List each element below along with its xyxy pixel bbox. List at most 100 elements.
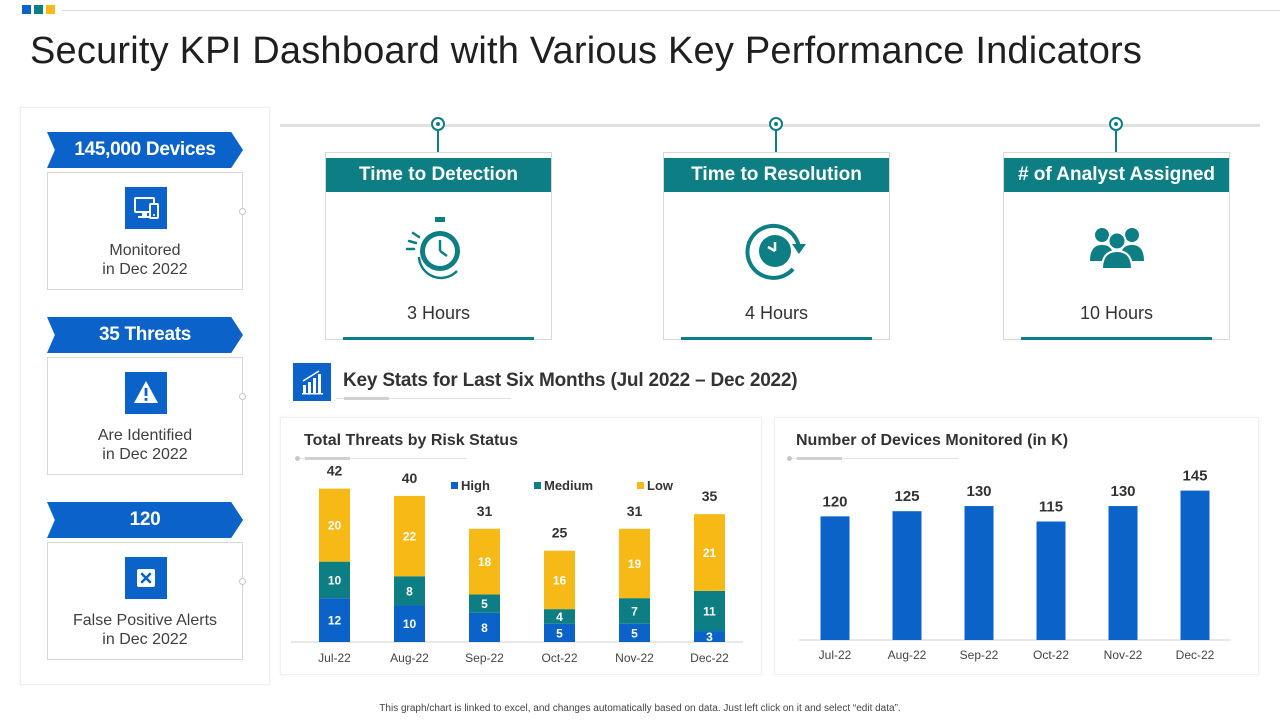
key-stats-underline (336, 397, 511, 400)
kpi-label: Monitored in Dec 2022 (48, 241, 242, 279)
bar-total-label: 35 (702, 488, 718, 504)
chart-title-underline (787, 456, 959, 461)
threats-chart-panel: Total Threats by Risk Status High Medium L… (280, 417, 762, 675)
kpi-banner: 120 (47, 502, 243, 538)
bar-segment-label: 20 (328, 519, 342, 533)
bar-segment-label: 8 (481, 621, 488, 635)
bar-value-label: 115 (1039, 499, 1063, 516)
bar-segment-label: 22 (403, 530, 417, 544)
kpi-label-line2: in Dec 2022 (102, 261, 188, 278)
bar-segment-medium (544, 609, 575, 624)
bar-segment-high (394, 605, 425, 642)
bar-segment-high (319, 598, 350, 642)
legend-label-low: Low (647, 478, 674, 493)
bar-segment-low (694, 514, 725, 591)
bar-segment-medium (694, 590, 725, 632)
key-stats-title: Key Stats for Last Six Months (Jul 2022 … (343, 370, 798, 391)
kpi-label: Are Identified in Dec 2022 (48, 426, 242, 464)
corner-square-teal (34, 5, 43, 14)
kpi-box: Are Identified in Dec 2022 (47, 357, 246, 475)
left-kpi-panel: 145,000 Devices Monitored in Dec 2022 35 (20, 107, 270, 685)
bar-segment-medium (394, 576, 425, 606)
legend-label-medium: Medium (544, 478, 593, 493)
bar-chart-icon (293, 363, 331, 401)
legend-label-high: High (461, 478, 490, 493)
timeline-pin (769, 117, 783, 131)
kpi-label-line2: in Dec 2022 (102, 446, 188, 463)
bar (820, 516, 850, 640)
bar (964, 506, 994, 640)
x-tick-label: Oct-22 (541, 651, 577, 665)
kpi-banner: 145,000 Devices (47, 132, 243, 168)
corner-square-blue (22, 5, 31, 14)
connector-dot (239, 578, 246, 585)
x-tick-label: Sep-22 (465, 651, 504, 665)
bar-value-label: 130 (966, 483, 991, 500)
bar-segment-label: 4 (556, 610, 563, 624)
timeline-pin-stem (775, 131, 777, 155)
x-tick-label: Aug-22 (888, 648, 927, 662)
x-tick-label: Dec-22 (690, 651, 729, 665)
bar-segment-medium (319, 561, 350, 599)
bar (1180, 490, 1210, 640)
bar (1036, 521, 1066, 640)
bar-value-label: 130 (1110, 483, 1135, 500)
bar-segment-medium (619, 598, 650, 624)
bar-segment-label: 16 (553, 573, 567, 587)
timeline-pin-stem (1115, 131, 1117, 155)
bar-segment-label: 5 (481, 597, 488, 611)
footnote: This graph/chart is linked to excel, and… (379, 703, 901, 714)
bar-segment-high (469, 612, 500, 642)
x-tick-label: Nov-22 (615, 651, 654, 665)
kpi-banner: 35 Threats (47, 317, 243, 353)
x-tick-label: Oct-22 (1033, 648, 1069, 662)
timeline-pin (1109, 117, 1123, 131)
clock-refresh-icon (737, 211, 817, 291)
kpi-label-line2: in Dec 2022 (102, 631, 188, 648)
x-tick-label: Sep-22 (960, 648, 999, 662)
card-accent-bar (1021, 337, 1212, 340)
bar-segment-label: 10 (328, 573, 342, 587)
bar-segment-label: 21 (703, 546, 717, 560)
bar-total-label: 31 (627, 503, 643, 519)
card-analyst-assigned: # of Analyst Assigned 10 Hours (1003, 152, 1230, 340)
legend-swatch-medium (534, 482, 541, 489)
card-time-to-resolution: Time to Resolution 4 Hours (663, 152, 890, 340)
monitor-devices-icon (125, 187, 167, 229)
top-divider (62, 10, 1280, 11)
bar-segment-label: 5 (631, 626, 638, 640)
bar-segment-low (319, 488, 350, 562)
card-title: Time to Resolution (664, 158, 889, 192)
card-accent-bar (681, 337, 872, 340)
x-tick-label: Jul-22 (318, 651, 351, 665)
bar-segment-label: 12 (328, 614, 342, 628)
warning-icon (125, 372, 167, 414)
corner-squares (22, 5, 55, 14)
devices-bar-chart: 120 Jul-22 125 Aug-22 130 Sep-22 115 Oct-22 130 N… (799, 468, 1231, 662)
bar-segment-label: 19 (628, 557, 642, 571)
threats-stacked-bar-chart: High Medium Low 12 10 20 42 Jul-22 10 8 22 40 Aug-22… (291, 463, 743, 665)
bar-segment-label: 18 (478, 555, 492, 569)
bar-total-label: 42 (327, 463, 343, 479)
bar-segment-label: 7 (631, 604, 638, 618)
chart-title-underline (295, 456, 467, 461)
timeline-pin-stem (437, 131, 439, 155)
kpi-box: Monitored in Dec 2022 (47, 172, 246, 290)
close-alert-icon (125, 557, 167, 599)
x-tick-label: Jul-22 (819, 648, 852, 662)
bar (1108, 506, 1138, 640)
kpi-label-line1: False Positive Alerts (72, 612, 218, 629)
card-value: 10 Hours (1079, 303, 1154, 323)
card-value: 3 Hours (406, 303, 471, 323)
connector-dot (239, 208, 246, 215)
bar-segment-label: 3 (706, 630, 713, 644)
bar-segment-label: 8 (406, 584, 413, 598)
bar-segment-low (544, 550, 575, 610)
bar-segment-high (619, 623, 650, 642)
kpi-label-line1: Are Identified (97, 427, 193, 444)
bar-segment-low (394, 495, 425, 577)
kpi-label-line1: Monitored (109, 242, 181, 259)
bar-value-label: 125 (894, 488, 919, 505)
devices-chart-panel: Number of Devices Monitored (in K) 120 Ju… (774, 417, 1259, 675)
bar-value-label: 145 (1182, 468, 1207, 485)
